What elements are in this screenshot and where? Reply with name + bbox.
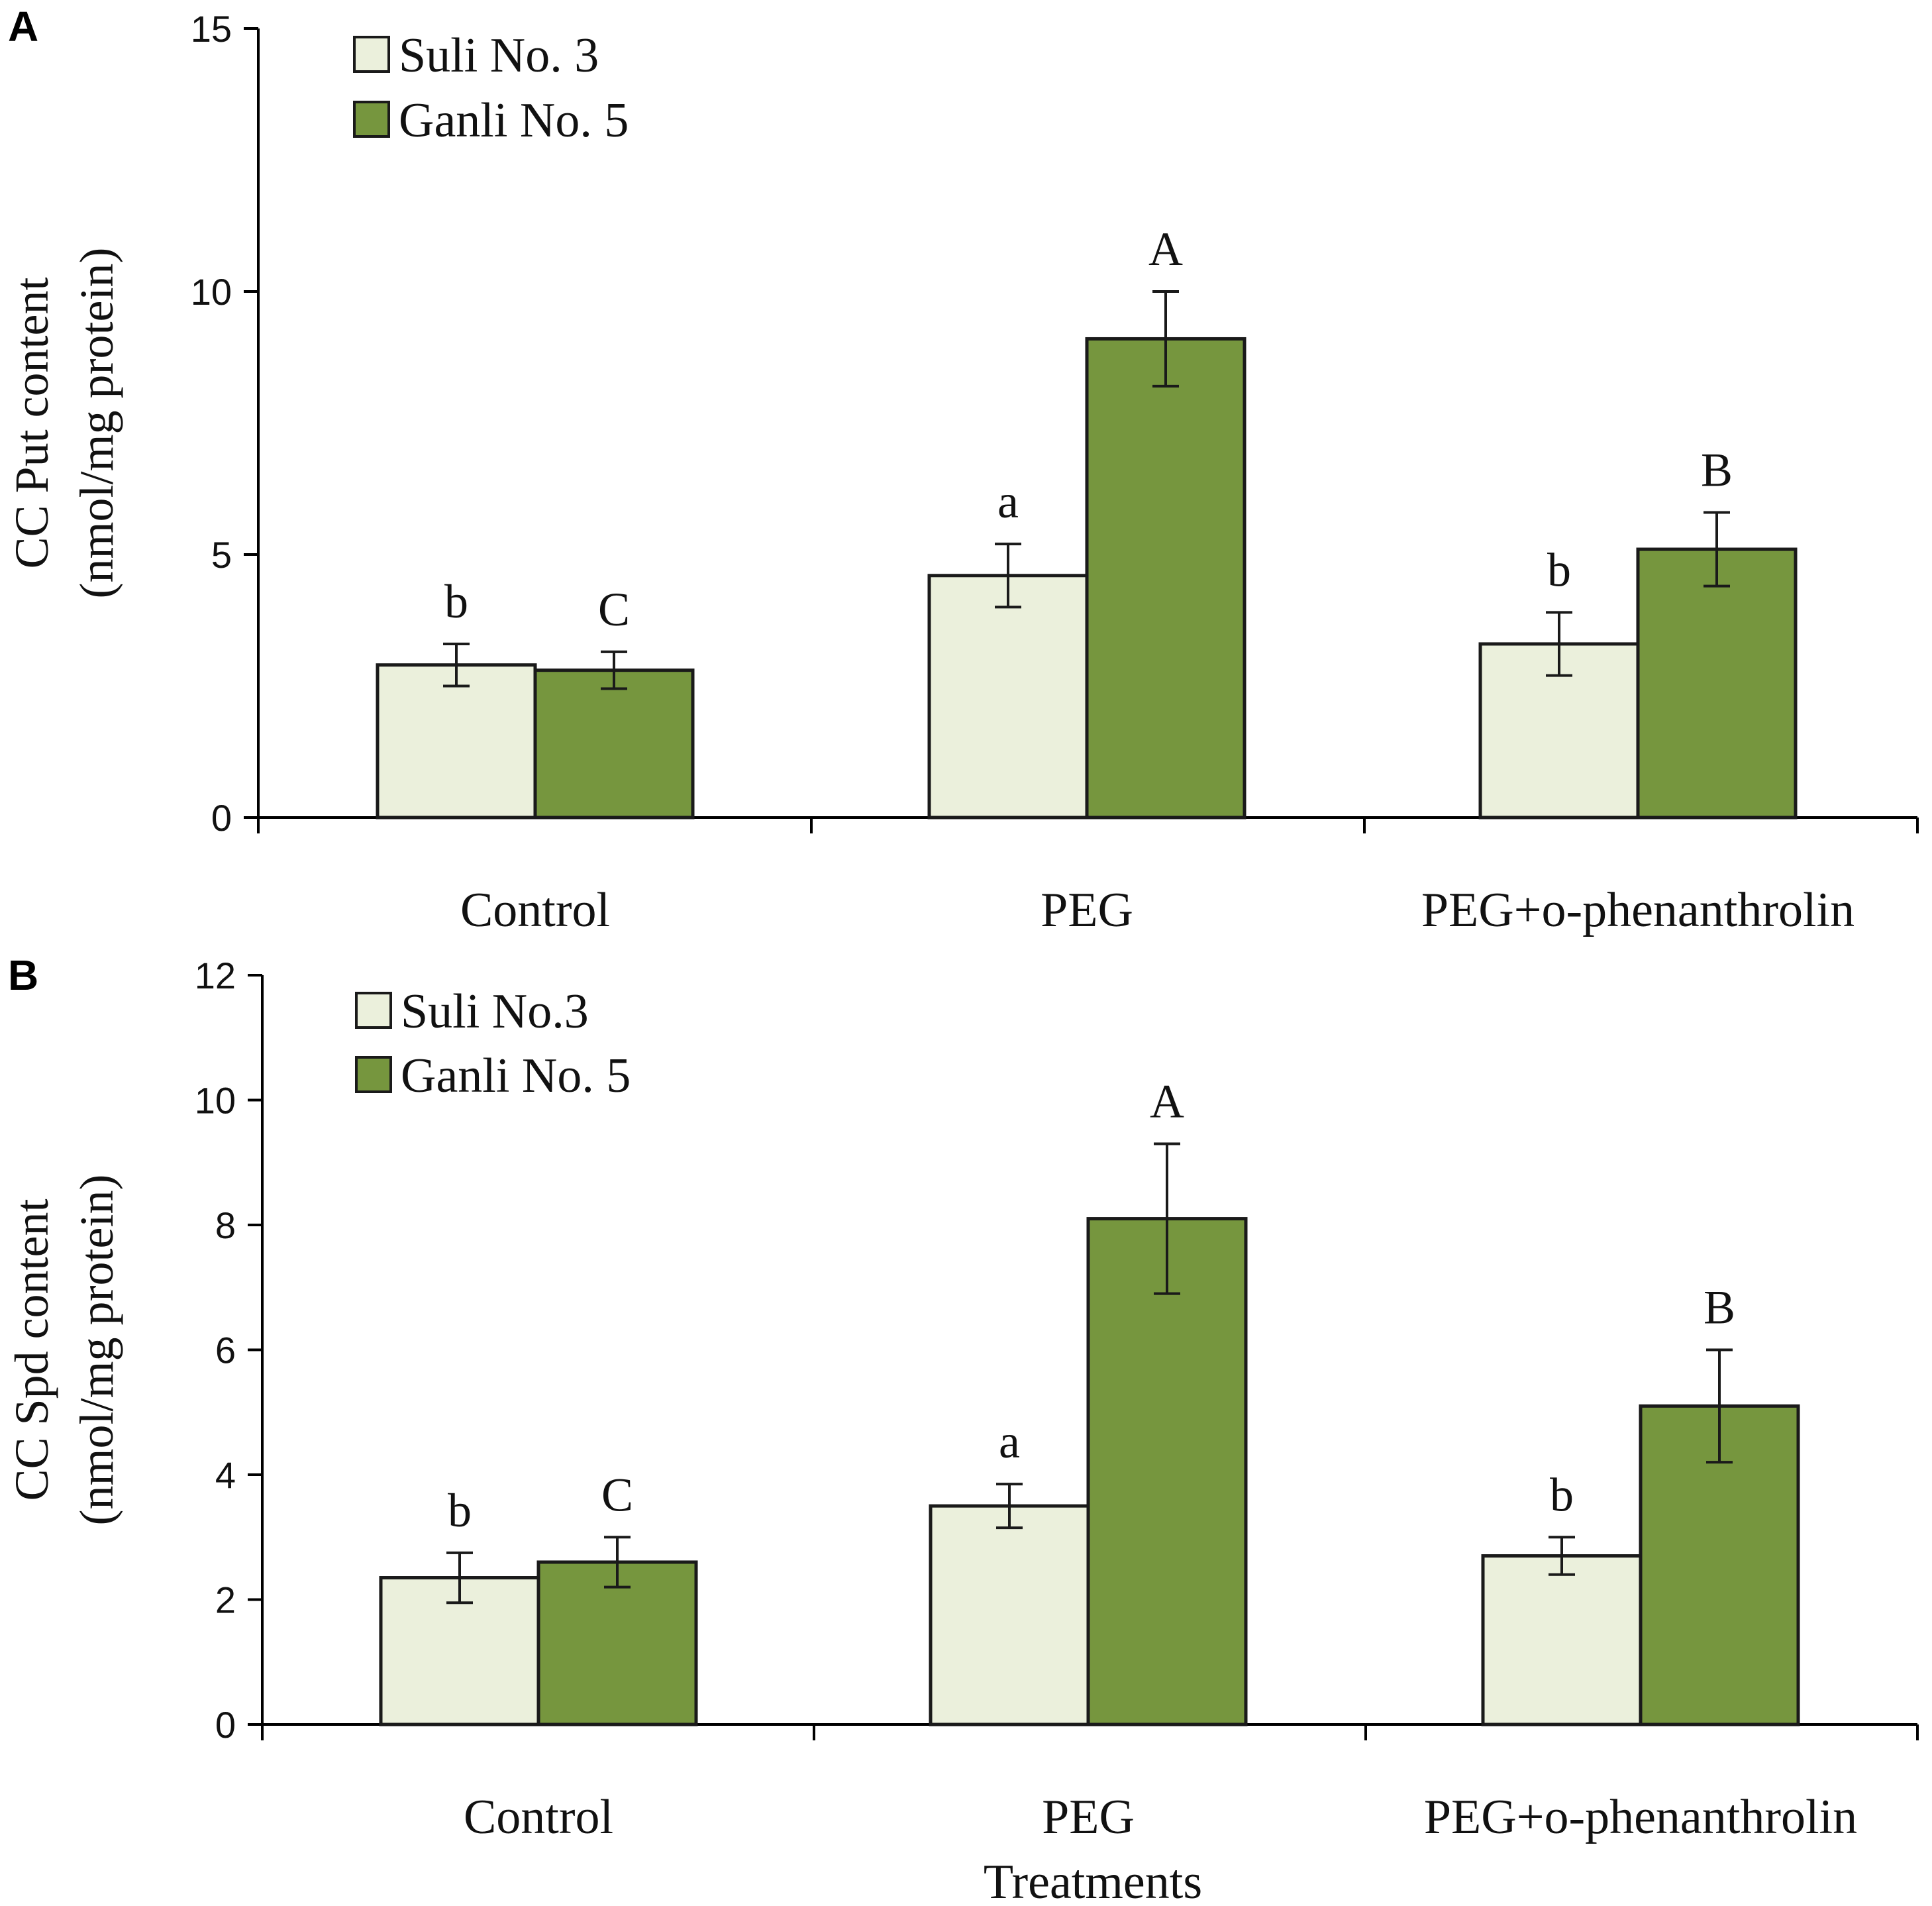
- panel-label: A: [8, 3, 38, 50]
- significance-label: a: [997, 475, 1019, 528]
- y-tick-label: 0: [211, 797, 232, 839]
- bar-ganli: [1086, 1217, 1248, 1726]
- bar-suli: [927, 574, 1089, 820]
- category-label: Control: [464, 1790, 613, 1844]
- significance-label: A: [1148, 223, 1183, 276]
- y-tick-label: 12: [195, 955, 236, 996]
- bar-suli: [929, 1504, 1090, 1726]
- bar-ganli: [1085, 337, 1246, 820]
- y-axis-title-units: (nmol/mg protein): [70, 248, 123, 599]
- y-tick-label: 6: [215, 1330, 236, 1371]
- significance-label: B: [1703, 1281, 1735, 1334]
- y-axis-title-units: (nmol/mg protein): [70, 1175, 123, 1526]
- legend-swatch-suli: [355, 992, 392, 1029]
- panel-label: B: [8, 951, 38, 999]
- significance-label: B: [1701, 443, 1733, 496]
- bar-suli: [1481, 1554, 1643, 1726]
- significance-label: a: [999, 1415, 1020, 1468]
- legend-swatch-suli: [353, 36, 390, 73]
- significance-label: C: [598, 583, 630, 636]
- y-tick-label: 2: [215, 1579, 236, 1621]
- y-tick-label: 0: [215, 1704, 236, 1746]
- significance-label: C: [601, 1468, 633, 1521]
- legend-label: Ganli No. 5: [401, 1049, 631, 1103]
- category-label: PEG+o-phenanthrolin: [1421, 883, 1855, 937]
- significance-label: A: [1150, 1075, 1184, 1128]
- bar-suli: [376, 663, 537, 820]
- y-tick-label: 5: [211, 534, 232, 576]
- significance-label: b: [1550, 1468, 1574, 1521]
- category-label: PEG: [1042, 1790, 1135, 1844]
- legend-swatch-ganli: [353, 101, 390, 138]
- y-tick-label: 4: [215, 1454, 236, 1496]
- legend-swatch-ganli: [355, 1056, 392, 1093]
- y-tick-label: 8: [215, 1204, 236, 1246]
- legend-label: Suli No.3: [401, 984, 589, 1039]
- significance-label: b: [448, 1484, 472, 1537]
- y-tick-label: 15: [191, 8, 232, 50]
- category-label: Control: [460, 883, 610, 937]
- significance-label: b: [1547, 543, 1571, 596]
- y-axis-title: CC Put content: [5, 277, 58, 568]
- y-tick-label: 10: [191, 271, 232, 313]
- y-tick-label: 10: [195, 1080, 236, 1122]
- bar-ganli: [1636, 547, 1798, 820]
- legend-label: Ganli No. 5: [399, 93, 629, 148]
- bar-ganli: [533, 668, 695, 820]
- category-label: PEG+o-phenanthrolin: [1424, 1790, 1857, 1844]
- x-axis-title: Treatments: [984, 1855, 1202, 1906]
- legend-label: Suli No. 3: [399, 28, 599, 83]
- category-label: PEG: [1041, 883, 1133, 937]
- bar-ganli: [536, 1560, 698, 1726]
- significance-label: b: [444, 575, 468, 628]
- y-axis-title: CC Spd content: [5, 1198, 58, 1501]
